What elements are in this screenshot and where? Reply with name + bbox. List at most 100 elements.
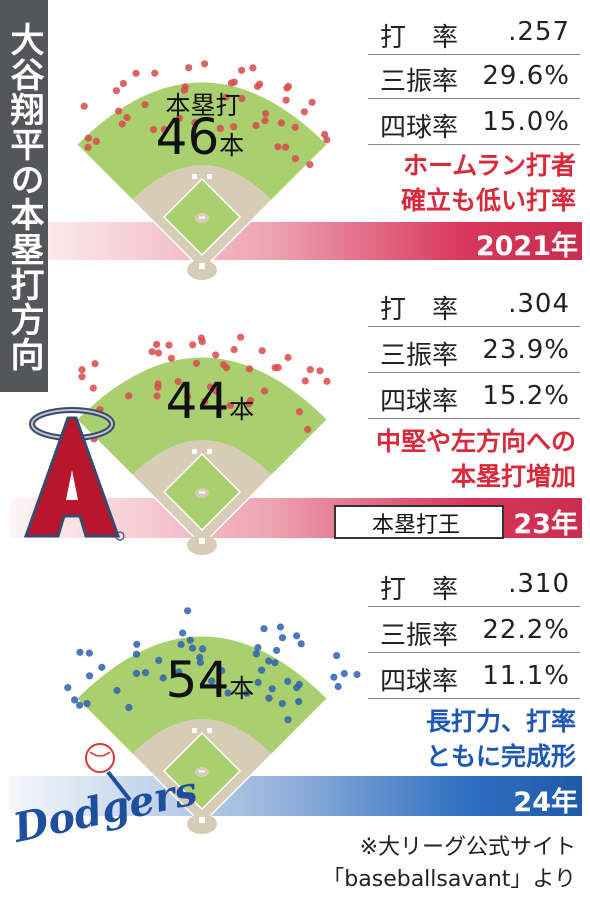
hr-count-2023: 44本 <box>165 372 255 430</box>
home-run-dot <box>246 397 255 405</box>
home-run-dot <box>133 640 141 648</box>
home-run-dot <box>208 677 216 685</box>
home-run-dot <box>274 143 282 151</box>
year-bar-2021 <box>10 222 582 260</box>
svg-text:Dodgers: Dodgers <box>8 767 201 852</box>
home-run-dot <box>297 640 305 648</box>
home-run-dot <box>141 669 150 677</box>
home-run-dot <box>284 677 292 685</box>
home-run-dot <box>179 629 187 637</box>
home-run-dot <box>118 120 126 128</box>
year-label-2021: 2021年 <box>475 231 578 262</box>
home-run-dot <box>238 95 246 103</box>
home-run-dot <box>78 373 86 381</box>
year-label-2023: 23年 <box>513 509 578 540</box>
home-run-dot <box>323 377 331 385</box>
home-run-dot <box>132 669 141 678</box>
home-run-dot <box>268 685 276 693</box>
home-run-dot <box>218 667 226 675</box>
home-run-dot <box>245 365 254 373</box>
home-run-dot <box>160 125 168 134</box>
home-run-dot <box>186 636 194 644</box>
home-run-dot <box>301 377 309 385</box>
home-run-dot <box>278 700 286 708</box>
home-run-dot <box>159 674 167 682</box>
home-run-dot <box>112 87 120 95</box>
home-run-dot <box>76 648 84 656</box>
home-run-dot <box>113 686 121 695</box>
angels-logo <box>23 407 125 541</box>
home-run-dot <box>201 397 209 405</box>
home-run-dot <box>276 623 284 631</box>
home-run-dot <box>321 130 329 138</box>
home-run-dot <box>189 341 197 349</box>
home-run-dot <box>123 113 131 122</box>
home-run-dot <box>282 143 290 151</box>
home-run-dot <box>323 136 331 144</box>
home-run-dot <box>154 383 162 391</box>
home-run-dot <box>71 696 79 704</box>
year-bar-2024 <box>10 776 582 816</box>
stat-k-rate-2021: 三振率 29.6% <box>380 61 570 97</box>
home-run-dot <box>154 349 163 357</box>
home-run-dot <box>295 698 303 706</box>
home-run-dot <box>184 392 192 400</box>
home-run-dot <box>262 109 270 118</box>
home-run-dot <box>80 102 88 110</box>
home-run-dot <box>306 366 314 374</box>
stat-bb-rate-2024: 四球率 11.1% <box>380 661 570 697</box>
home-run-dot <box>175 114 183 122</box>
home-run-dot <box>258 666 266 674</box>
home-run-dot <box>284 353 292 362</box>
home-run-dot <box>86 672 94 680</box>
home-run-dot <box>155 656 163 665</box>
hr-label-2021: 本塁打 <box>165 91 241 120</box>
home-run-dot <box>125 703 133 712</box>
home-run-dot <box>300 108 308 116</box>
divider <box>368 698 580 699</box>
home-run-dot <box>260 625 268 633</box>
home-run-dot <box>333 652 341 660</box>
home-run-dots-2021 <box>80 60 331 169</box>
home-run-dot <box>353 670 361 679</box>
home-run-dot <box>206 383 215 391</box>
note-2024: 長打力、打率 ともに完成形 <box>425 707 576 771</box>
home-run-dot <box>149 126 158 134</box>
home-run-dot <box>98 663 106 671</box>
home-run-dot <box>340 670 348 678</box>
home-run-dot <box>84 134 92 142</box>
stat-k-rate-2024: 三振率 22.2% <box>380 615 570 651</box>
home-run-dot <box>201 60 209 68</box>
home-run-dot <box>291 155 299 163</box>
divider <box>368 326 580 327</box>
home-run-dot <box>185 64 193 72</box>
stat-avg-2023: 打 率 .304 <box>380 289 570 325</box>
divider <box>368 652 580 653</box>
home-run-dot <box>198 338 206 346</box>
note-2023: 中堅や左方向への 本塁打増加 <box>375 427 576 491</box>
divider <box>368 372 580 373</box>
home-run-dot <box>295 408 303 416</box>
home-run-dot <box>230 78 238 86</box>
home-run-dot <box>165 341 173 349</box>
home-run-dot <box>261 117 269 125</box>
home-run-dot <box>89 384 97 392</box>
home-run-dot <box>216 124 224 132</box>
home-run-dot <box>304 425 312 434</box>
home-run-dot <box>238 66 246 74</box>
home-run-dot <box>191 119 199 127</box>
home-run-dot <box>295 680 303 689</box>
home-run-dot <box>132 650 141 658</box>
home-run-dot <box>284 82 292 90</box>
home-run-dot <box>84 143 92 151</box>
home-run-dot <box>222 93 230 101</box>
source-note: ※大リーグ公式サイト 「baseballsavant」より <box>322 835 576 892</box>
home-run-dot <box>308 98 316 106</box>
home-run-dot <box>253 82 262 90</box>
hr-count-2024: 54本 <box>165 651 255 709</box>
home-run-dot <box>151 69 159 77</box>
home-run-dot <box>274 363 282 372</box>
chart-title: 大谷翔平の本塁打方向 <box>0 0 48 392</box>
home-run-dot <box>64 684 72 692</box>
